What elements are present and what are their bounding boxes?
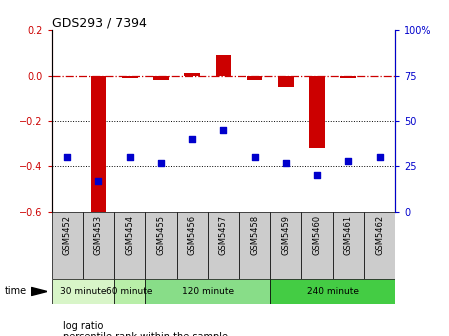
Point (157, 160, 164, 165)
Text: GSM5453: GSM5453 (94, 215, 103, 255)
Bar (278, 76, 294, 87)
Bar (309, 76, 325, 148)
Text: GSM5461: GSM5461 (344, 215, 353, 255)
Text: GSM5460: GSM5460 (313, 215, 321, 255)
Bar (239, 212, 270, 279)
Bar (153, 76, 169, 80)
Point (313, 173, 321, 178)
Point (95, 178, 102, 183)
Bar (301, 212, 333, 279)
Polygon shape (31, 288, 47, 296)
Text: GSM5458: GSM5458 (250, 215, 259, 255)
Text: 60 minute: 60 minute (106, 287, 153, 296)
Point (64, 155, 71, 160)
Point (251, 155, 258, 160)
Text: GSM5459: GSM5459 (282, 215, 291, 255)
Point (345, 158, 352, 164)
Point (376, 155, 383, 160)
Text: GSM5454: GSM5454 (125, 215, 134, 255)
Bar (91, 76, 106, 212)
Text: log ratio: log ratio (63, 321, 103, 331)
Text: 30 minute: 30 minute (60, 287, 106, 296)
Text: GSM5452: GSM5452 (63, 215, 72, 255)
Text: percentile rank within the sample: percentile rank within the sample (63, 332, 228, 336)
Text: GDS293 / 7394: GDS293 / 7394 (52, 16, 146, 29)
Text: GSM5455: GSM5455 (156, 215, 165, 255)
Point (220, 127, 227, 133)
Bar (176, 212, 208, 279)
Text: GSM5456: GSM5456 (188, 215, 197, 255)
Bar (83, 212, 114, 279)
Text: 120 minute: 120 minute (182, 287, 234, 296)
Bar (333, 212, 364, 279)
Bar (340, 76, 356, 78)
Bar (208, 212, 239, 279)
Point (126, 155, 133, 160)
Bar (185, 73, 200, 76)
Bar (114, 212, 145, 279)
Bar (114, 279, 145, 304)
Bar (52, 279, 114, 304)
Bar (145, 212, 176, 279)
Bar (52, 212, 83, 279)
Text: 240 minute: 240 minute (307, 287, 359, 296)
Bar (216, 55, 231, 76)
Point (282, 160, 290, 165)
Bar (270, 212, 301, 279)
Bar (270, 279, 395, 304)
Bar (122, 76, 137, 78)
Bar (247, 76, 262, 80)
Text: time: time (4, 287, 26, 296)
Point (189, 136, 196, 142)
Bar (145, 279, 270, 304)
Bar (364, 212, 395, 279)
Text: GSM5462: GSM5462 (375, 215, 384, 255)
Text: GSM5457: GSM5457 (219, 215, 228, 255)
